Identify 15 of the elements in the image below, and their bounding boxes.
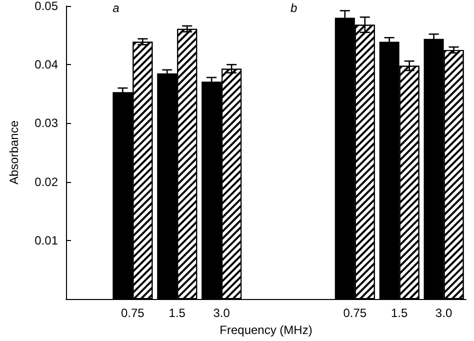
y-tick-label: 0.05 [34, 0, 58, 13]
y-tick-label: 0.02 [34, 174, 58, 189]
x-tick-label: 3.0 [435, 306, 452, 320]
x-tick-label: 0.75 [120, 306, 145, 320]
y-tick-label: 0.01 [34, 233, 58, 248]
x-tick-label: 1.5 [168, 306, 186, 320]
y-axis-title: Absorbance [7, 120, 21, 185]
x-tick-label: 3.0 [213, 306, 230, 320]
annotation: b [290, 1, 298, 15]
x-tick-label: 0.75 [343, 306, 367, 320]
x-axis-title: Frequency (MHz) [220, 322, 312, 337]
y-tick-label: 0.03 [34, 116, 58, 130]
x-tick-label: 1.5 [390, 306, 408, 320]
y-tick-label: 0.04 [34, 58, 58, 72]
annotation: a [112, 1, 120, 15]
